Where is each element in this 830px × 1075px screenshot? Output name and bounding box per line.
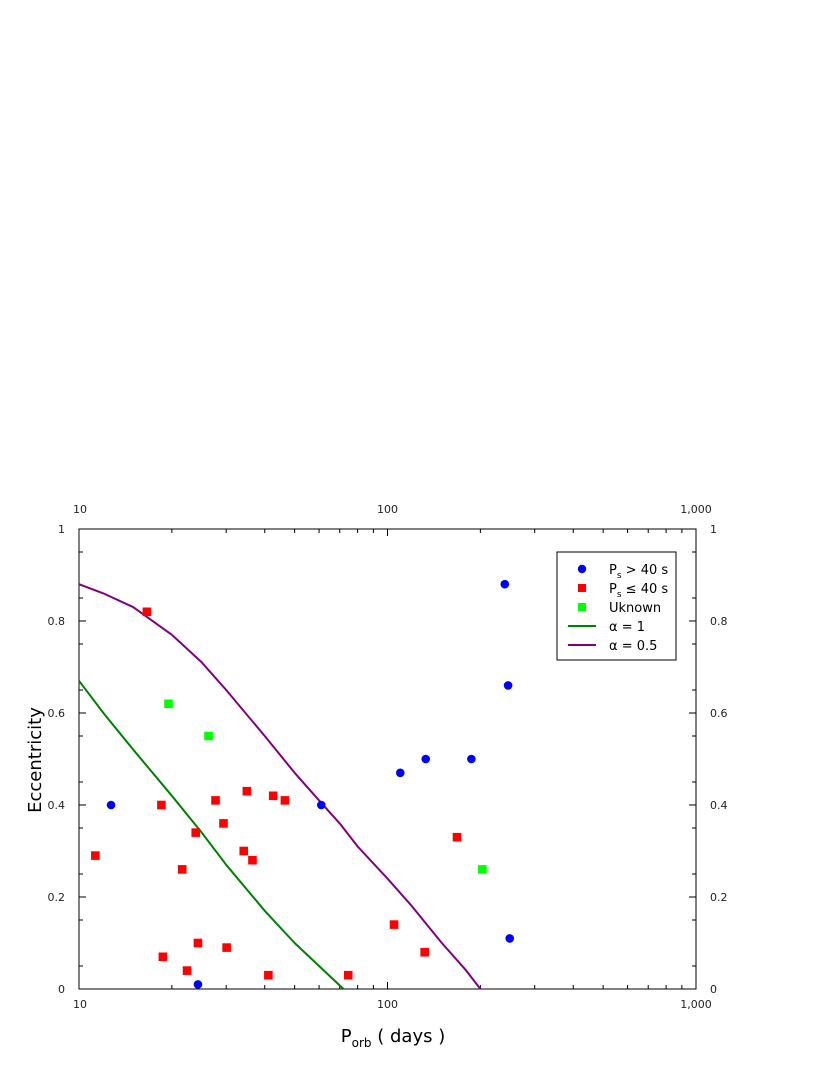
y-tick-label-left-5: 1 — [58, 523, 65, 536]
legend-label-0: Ps > 40 s — [609, 563, 668, 581]
series-0-point-7 — [503, 681, 513, 690]
x-axis-title-rest: ( days ) — [372, 1026, 446, 1047]
data-points — [91, 579, 515, 989]
y-tick-label-right-2: 0.4 — [710, 799, 728, 812]
legend-label-main-4: α = 0.5 — [609, 639, 657, 654]
series-1-point-16 — [280, 796, 290, 805]
series-2-point-1 — [204, 731, 213, 741]
series-2-point-2 — [478, 865, 487, 874]
series-line-4 — [78, 583, 482, 990]
x-axis-title-main: P — [341, 1026, 352, 1047]
series-0-point-0 — [106, 800, 116, 810]
legend-swatch-1 — [578, 584, 586, 592]
series-1-point-2 — [157, 800, 166, 810]
x-tick-label-bottom-2: 1,000 — [680, 998, 712, 1011]
legend-label-4: α = 0.5 — [609, 639, 657, 654]
series-2-point-0 — [164, 699, 173, 709]
series-1-point-10 — [222, 943, 231, 952]
series-1-point-8 — [211, 796, 220, 805]
series-1-point-9 — [219, 819, 228, 828]
series-line-3 — [78, 680, 345, 990]
series-0-point-4 — [421, 754, 431, 764]
series-1-point-11 — [239, 846, 249, 856]
y-tick-label-right-0: 0 — [710, 983, 717, 996]
x-tick-label-top-0: 10 — [73, 503, 87, 516]
series-1-point-13 — [248, 855, 257, 865]
x-axis-title-sub: orb — [352, 1036, 372, 1050]
series-1-point-19 — [420, 947, 429, 957]
series-1-point-0 — [91, 851, 100, 860]
legend-label-rest-1: ≤ 40 s — [622, 582, 669, 597]
x-tick-label-bottom-1: 100 — [377, 998, 398, 1011]
legend-label-sub-0: s — [617, 571, 622, 581]
series-1-point-15 — [268, 791, 278, 801]
series-0-point-6 — [500, 579, 510, 589]
series-0-point-5 — [467, 754, 476, 764]
y-tick-label-left-2: 0.4 — [48, 799, 66, 812]
series-0-point-3 — [395, 768, 405, 778]
y-tick-label-left-4: 0.8 — [48, 615, 66, 628]
axis-ticks: 10 10 100 100 1,000 1,000 0 0 0.2 0.2 0.4 0.4 0.6 0.6… — [48, 503, 728, 1011]
series-1-point-3 — [158, 952, 168, 962]
y-tick-label-right-1: 0.2 — [710, 891, 728, 904]
y-tick-label-right-5: 1 — [710, 523, 717, 536]
y-axis-title: Eccentricity — [25, 707, 46, 813]
legend-label-1: Ps ≤ 40 s — [609, 582, 668, 600]
x-tick-label-top-2: 1,000 — [680, 503, 712, 516]
legend-label-main-0: P — [609, 563, 617, 578]
series-1-point-6 — [191, 828, 201, 837]
legend-swatch-0 — [577, 564, 587, 574]
series-0-point-2 — [316, 800, 326, 810]
series-1-point-17 — [343, 970, 353, 980]
y-tick-label-right-3: 0.6 — [710, 707, 728, 720]
series-1-point-4 — [177, 865, 187, 874]
series-1-point-7 — [193, 938, 203, 948]
legend-label-main-1: P — [609, 582, 617, 597]
x-tick-label-top-1: 100 — [377, 503, 398, 516]
legend-label-2: Uknown — [609, 601, 661, 616]
legend-box — [556, 551, 677, 661]
series-1-point-20 — [452, 832, 462, 842]
series-0-point-8 — [505, 934, 515, 943]
y-tick-label-left-1: 0.2 — [48, 891, 66, 904]
y-tick-label-left-3: 0.6 — [48, 707, 66, 720]
legend-label-3: α = 1 — [609, 620, 645, 635]
series-1-point-18 — [389, 920, 399, 929]
series-1-point-5 — [182, 966, 192, 975]
x-axis-title: Porb ( days ) — [341, 1026, 445, 1050]
legend-label-main-3: α = 1 — [609, 620, 645, 635]
legend-swatch-2 — [578, 603, 586, 611]
series-1-point-12 — [242, 786, 252, 796]
x-tick-label-bottom-0: 10 — [73, 998, 87, 1011]
model-curves — [78, 583, 482, 990]
legend-label-main-2: Uknown — [609, 601, 661, 616]
series-1-point-1 — [142, 607, 152, 617]
y-tick-label-right-4: 0.8 — [710, 615, 728, 628]
legend-label-rest-0: > 40 s — [622, 563, 669, 578]
y-tick-label-left-0: 0 — [58, 983, 65, 996]
series-1-point-14 — [264, 970, 273, 980]
legend-label-sub-1: s — [617, 590, 622, 600]
series-0-point-1 — [193, 980, 203, 989]
